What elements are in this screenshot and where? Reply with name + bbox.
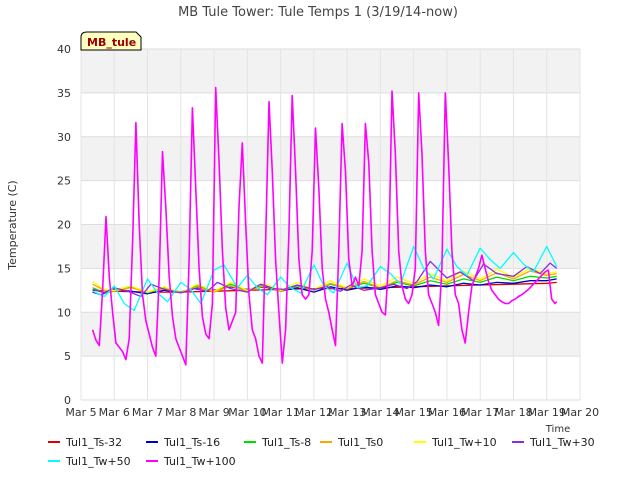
y-tick-40: 40 (57, 43, 71, 56)
legend-label-tul1-tw-30: Tul1_Tw+30 (529, 436, 595, 449)
y-tick-0: 0 (64, 394, 71, 407)
x-tick-mar-5: Mar 5 (65, 406, 96, 419)
y-tick-10: 10 (57, 306, 71, 319)
legend-label-tul1-tw-10: Tul1_Tw+10 (431, 436, 497, 449)
legend-label-tul1-tw-50: Tul1_Tw+50 (65, 455, 131, 468)
x-tick-mar-9: Mar 9 (198, 406, 229, 419)
series-line-tul1-tw-100 (91, 86, 558, 366)
band-25-30 (81, 136, 580, 181)
band-35-40 (81, 49, 580, 93)
legend-label-tul1-ts-32: Tul1_Ts-32 (65, 436, 122, 449)
annotation-box (80, 31, 142, 51)
x-tick-mar-18: Mar 18 (494, 406, 532, 419)
x-tick-mar-6: Mar 6 (99, 406, 130, 419)
x-tick-mar-16: Mar 16 (428, 406, 466, 419)
x-tick-mar-7: Mar 7 (132, 406, 163, 419)
band-15-20 (81, 224, 580, 269)
x-tick-mar-8: Mar 8 (165, 406, 196, 419)
x-tick-mar-19: Mar 19 (528, 406, 566, 419)
series-line-tul1-ts-32 (92, 281, 557, 293)
x-tick-mar-11: Mar 11 (261, 406, 299, 419)
x-tick-mar-12: Mar 12 (295, 406, 333, 419)
x-tick-mar-17: Mar 17 (461, 406, 499, 419)
x-tick-mar-13: Mar 13 (328, 406, 366, 419)
y-axis-tick-labels: 0 5 10 15 20 25 30 35 40 (57, 43, 71, 407)
y-tick-30: 30 (57, 131, 71, 144)
x-tick-mar-14: Mar 14 (361, 406, 399, 419)
y-tick-25: 25 (57, 175, 71, 188)
annotation-label: MB_tule (87, 36, 136, 49)
series-line-tul1-ts-16 (92, 278, 557, 296)
series-line-tul1-ts0 (92, 270, 557, 294)
legend-label-tul1-ts-16: Tul1_Ts-16 (163, 436, 220, 449)
legend: Tul1_Ts-32 Tul1_Ts-16 Tul1_Ts-8 Tul1_Ts0 Tul… (48, 436, 595, 468)
y-tick-35: 35 (57, 87, 71, 100)
x-tick-mar-20: Mar 20 (561, 406, 599, 419)
legend-label-tul1-ts0: Tul1_Ts0 (337, 436, 383, 449)
series-lines (91, 86, 558, 366)
y-tick-5: 5 (64, 350, 71, 363)
x-tick-mar-15: Mar 15 (395, 406, 433, 419)
legend-label-tul1-tw-100: Tul1_Tw+100 (163, 455, 236, 468)
y-tick-20: 20 (57, 219, 71, 232)
legend-label-tul1-ts-8: Tul1_Ts-8 (261, 436, 311, 449)
grid-lines (80, 48, 581, 401)
chart-title: MB Tule Tower: Tule Temps 1 (3/19/14-now… (178, 5, 458, 20)
x-axis-label: Time (545, 424, 570, 435)
site-annotation: MB_tule (80, 31, 142, 51)
x-tick-mar-10: Mar 10 (228, 406, 266, 419)
y-tick-15: 15 (57, 262, 71, 275)
y-axis-label: Temperature (C) (6, 180, 19, 270)
